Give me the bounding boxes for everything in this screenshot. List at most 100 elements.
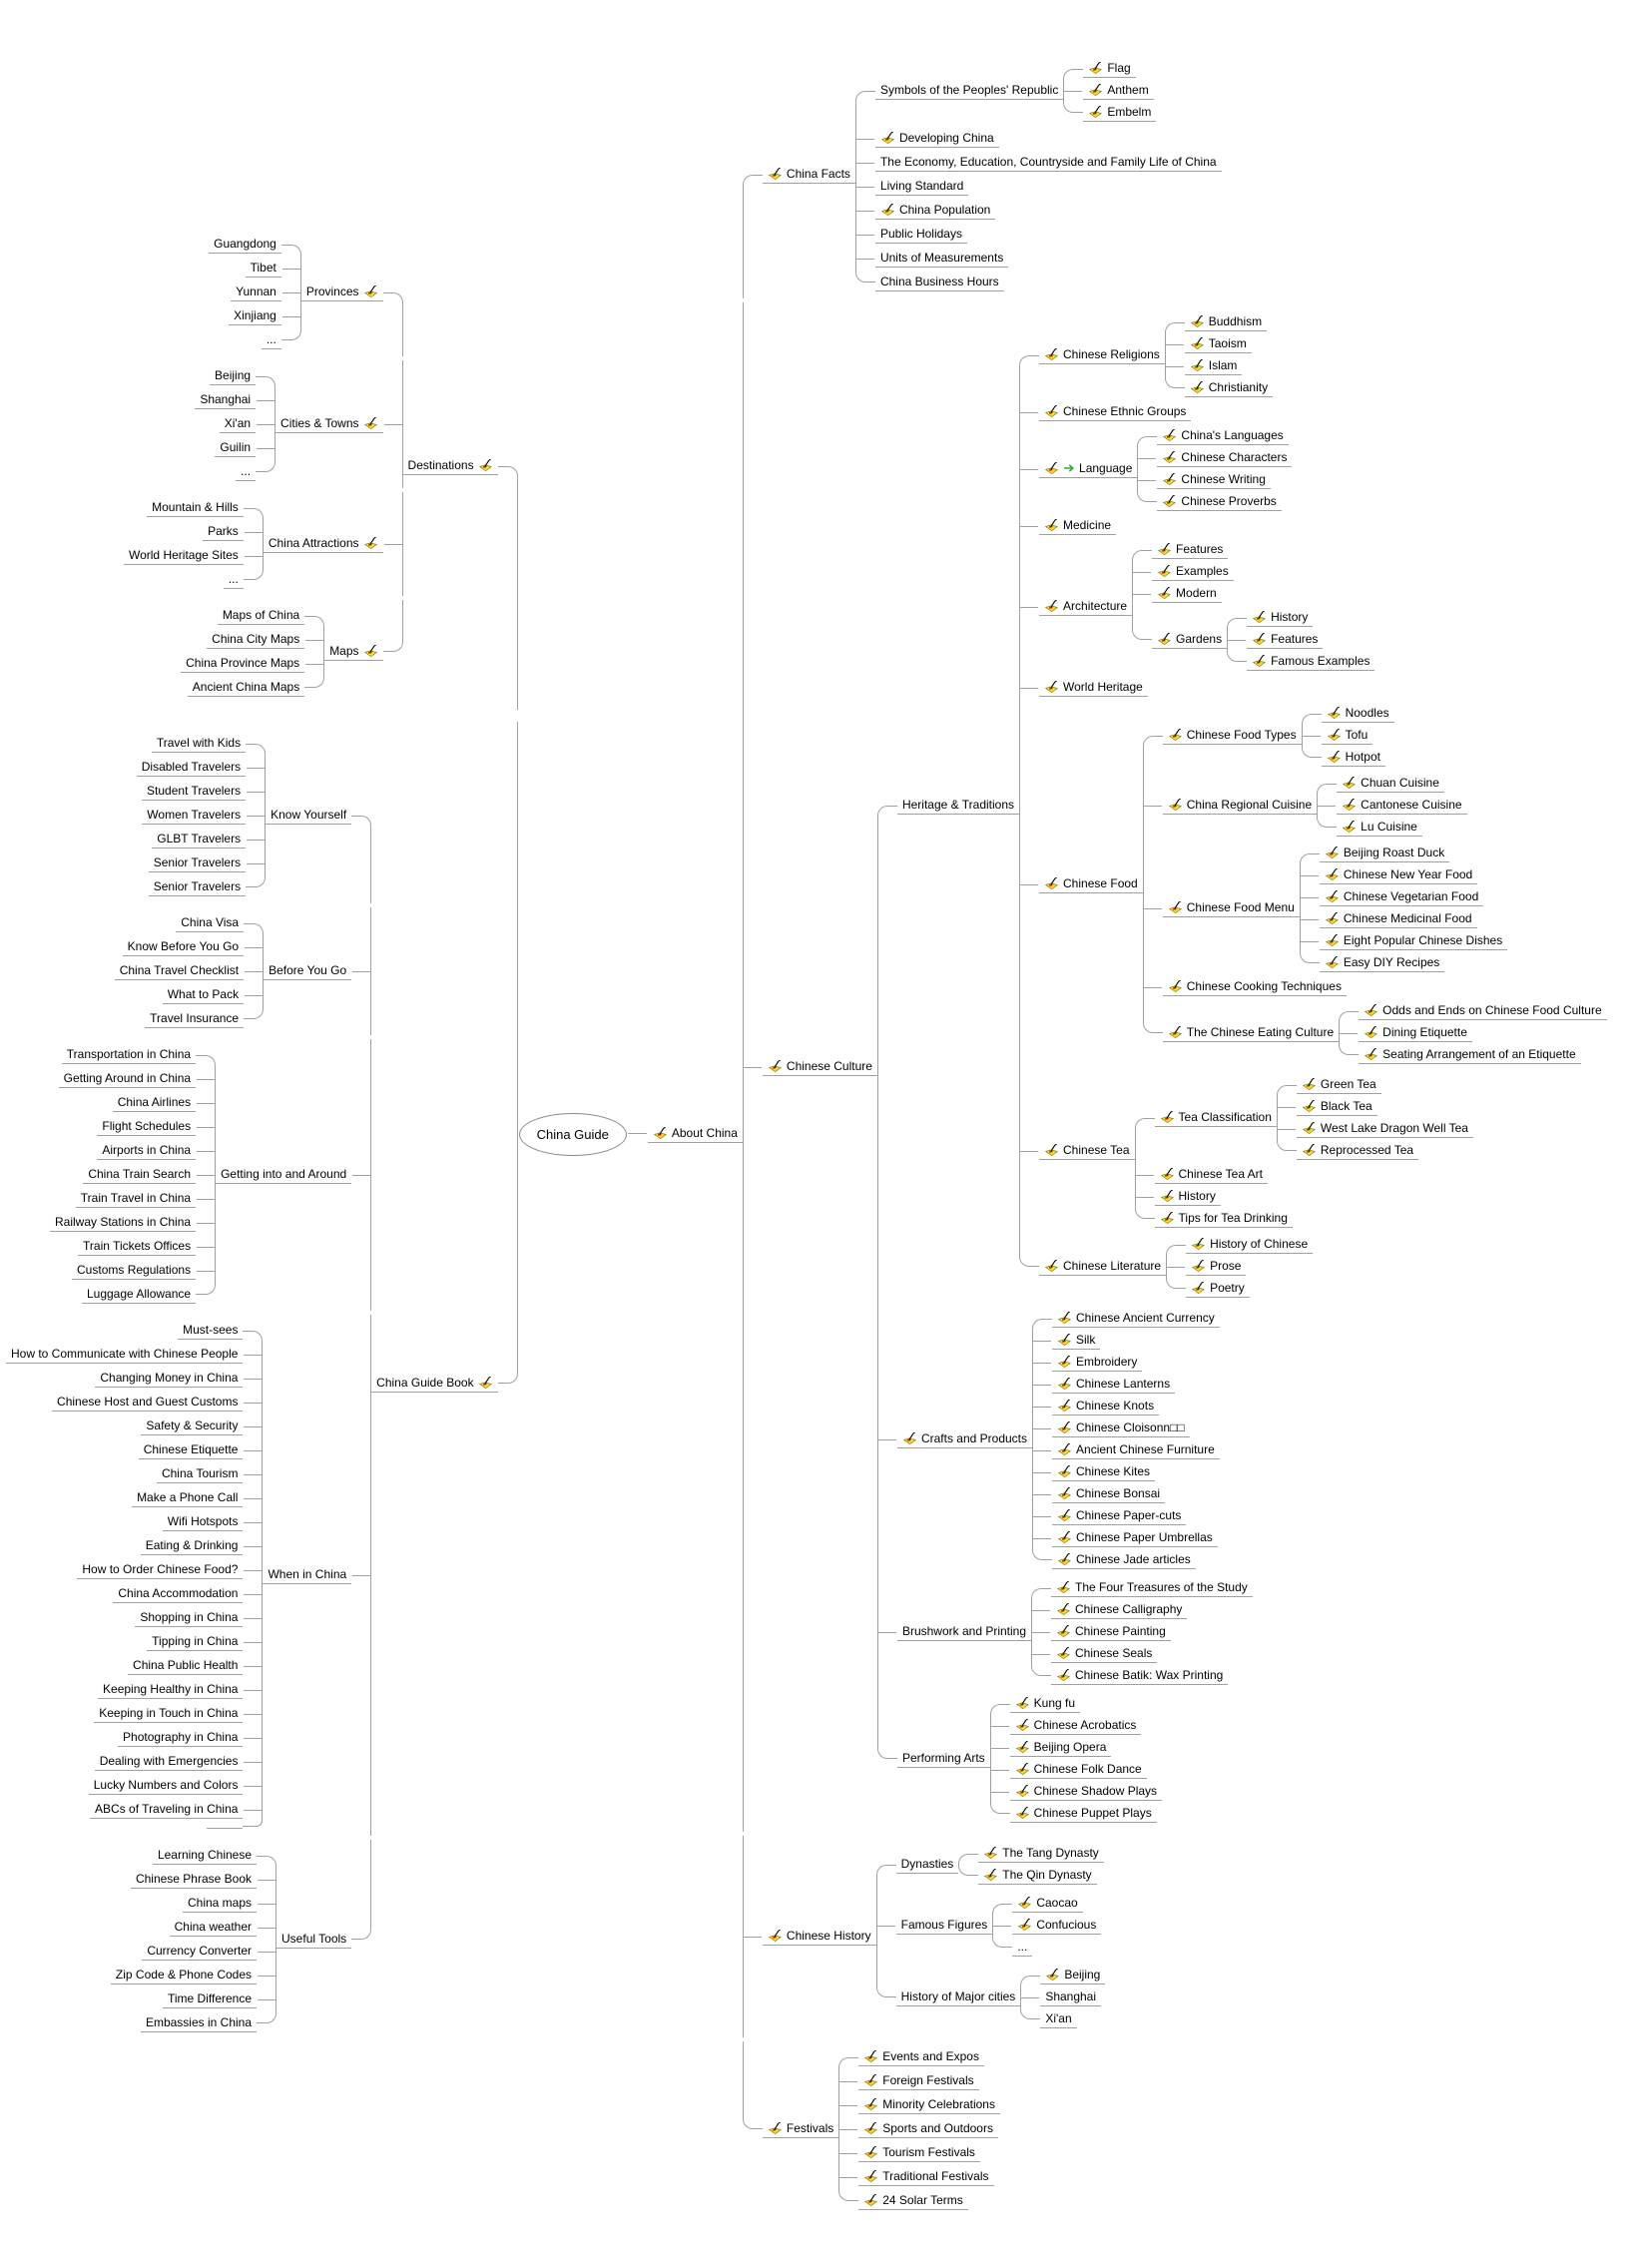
node-chinese-knots[interactable]: Chinese Knots <box>1052 1398 1160 1416</box>
node-chinese-ethnic-groups[interactable]: Chinese Ethnic Groups <box>1039 403 1192 421</box>
node-tibet[interactable]: Tibet <box>245 260 281 278</box>
node-chinese-host-and-guest-customs[interactable]: Chinese Host and Guest Customs <box>52 1394 244 1412</box>
node-chinese-kites[interactable]: Chinese Kites <box>1052 1463 1156 1481</box>
node-railway-stations-in-china[interactable]: Railway Stations in China <box>50 1214 197 1232</box>
node-chinese-vegetarian-food[interactable]: Chinese Vegetarian Food <box>1319 888 1484 906</box>
node-christianity[interactable]: Christianity <box>1184 379 1274 397</box>
node-women-travelers[interactable]: Women Travelers <box>142 807 247 825</box>
node-chinese-history[interactable]: Chinese History <box>762 1928 876 1946</box>
node-china-maps[interactable]: China maps <box>182 1895 258 1913</box>
node-how-to-order-chinese-food[interactable]: How to Order Chinese Food? <box>77 1561 244 1579</box>
node-odds-and-ends-on-chinese-food-culture[interactable]: Odds and Ends on Chinese Food Culture <box>1359 1002 1607 1020</box>
node-chinese-new-year-food[interactable]: Chinese New Year Food <box>1319 866 1478 884</box>
node-currency-converter[interactable]: Currency Converter <box>142 1943 258 1961</box>
node-beijing-opera[interactable]: Beijing Opera <box>1009 1739 1112 1757</box>
node-modern[interactable]: Modern <box>1152 585 1222 603</box>
node-islam[interactable]: Islam <box>1184 357 1243 375</box>
node-shopping-in-china[interactable]: Shopping in China <box>135 1609 244 1627</box>
node-dining-etiquette[interactable]: Dining Etiquette <box>1359 1024 1472 1042</box>
node-gardens[interactable]: Gardens <box>1152 631 1228 649</box>
node-china-visa[interactable]: China Visa <box>176 914 245 932</box>
node-flight-schedules[interactable]: Flight Schedules <box>97 1118 197 1136</box>
node-chinese-paper-cuts[interactable]: Chinese Paper-cuts <box>1052 1507 1187 1525</box>
node-china-guide-book[interactable]: China Guide Book <box>371 1375 498 1393</box>
node-tea-classification[interactable]: Tea Classification <box>1154 1109 1277 1127</box>
node-chinese-food[interactable]: Chinese Food <box>1039 875 1143 893</box>
node-easy-diy-recipes[interactable]: Easy DIY Recipes <box>1319 954 1445 972</box>
node-tips-for-tea-drinking[interactable]: Tips for Tea Drinking <box>1154 1210 1293 1228</box>
node-traditional-festivals[interactable]: Traditional Festivals <box>858 2168 994 2186</box>
node-getting-around-in-china[interactable]: Getting Around in China <box>58 1070 197 1088</box>
node-getting-into-and-around[interactable]: Getting into and Around <box>216 1166 352 1184</box>
node-chinese-tea[interactable]: Chinese Tea <box>1039 1142 1135 1160</box>
node-beijing[interactable]: Beijing <box>210 367 257 385</box>
node-zip-code-phone-codes[interactable]: Zip Code & Phone Codes <box>110 1967 258 1984</box>
node-china-attractions[interactable]: China Attractions <box>263 535 383 553</box>
node-eating-drinking[interactable]: Eating & Drinking <box>140 1537 244 1555</box>
node-yunnan[interactable]: Yunnan <box>231 284 281 301</box>
node-chinese-cloisonn[interactable]: Chinese Cloisonn□□ <box>1052 1419 1190 1437</box>
node-abcs-of-traveling-in-china[interactable]: ABCs of Traveling in China <box>90 1801 244 1819</box>
node-medicine[interactable]: Medicine <box>1039 517 1117 535</box>
node-chinese-food-menu[interactable]: Chinese Food Menu <box>1162 899 1300 917</box>
node-lu-cuisine[interactable]: Lu Cuisine <box>1337 819 1422 837</box>
node-photography-in-china[interactable]: Photography in China <box>118 1729 244 1747</box>
node-developing-china[interactable]: Developing China <box>874 130 999 148</box>
node-chinese-ancient-currency[interactable]: Chinese Ancient Currency <box>1052 1310 1220 1328</box>
node-chinese-jade-articles[interactable]: Chinese Jade articles <box>1052 1551 1196 1569</box>
node-transportation-in-china[interactable]: Transportation in China <box>61 1046 197 1064</box>
node-chuan-cuisine[interactable]: Chuan Cuisine <box>1337 775 1444 793</box>
node-features[interactable]: Features <box>1152 541 1229 559</box>
node-language[interactable]: Language <box>1039 460 1138 478</box>
node-useful-tools[interactable]: Useful Tools <box>276 1931 352 1949</box>
node-china-province-maps[interactable]: China Province Maps <box>181 655 305 673</box>
node-caocao[interactable]: Caocao <box>1012 1895 1083 1913</box>
node-chinese-bonsai[interactable]: Chinese Bonsai <box>1052 1485 1166 1503</box>
node-china-tourism[interactable]: China Tourism <box>156 1465 244 1483</box>
node-know-before-you-go[interactable]: Know Before You Go <box>122 938 245 956</box>
node-embroidery[interactable]: Embroidery <box>1052 1354 1143 1372</box>
node-crafts-and-products[interactable]: Crafts and Products <box>896 1430 1033 1448</box>
node-taoism[interactable]: Taoism <box>1184 335 1252 353</box>
node-china-guide[interactable]: China Guide <box>518 1112 627 1156</box>
node-when-in-china[interactable]: When in China <box>263 1566 352 1584</box>
node-china-train-search[interactable]: China Train Search <box>83 1166 197 1184</box>
node-senior-travelers[interactable]: Senior Travelers <box>148 854 247 872</box>
node-china-public-health[interactable]: China Public Health <box>128 1657 244 1675</box>
node-living-standard[interactable]: Living Standard <box>874 178 969 196</box>
node-train-travel-in-china[interactable]: Train Travel in China <box>75 1190 197 1208</box>
node-chinese-paper-umbrellas[interactable]: Chinese Paper Umbrellas <box>1052 1529 1218 1547</box>
node-train-tickets-offices[interactable]: Train Tickets Offices <box>78 1238 197 1256</box>
node-xi-an[interactable]: Xi'an <box>1040 2010 1077 2028</box>
node-lucky-numbers-and-colors[interactable]: Lucky Numbers and Colors <box>88 1777 244 1795</box>
node-festivals[interactable]: Festivals <box>762 2120 839 2138</box>
node-dealing-with-emergencies[interactable]: Dealing with Emergencies <box>94 1753 244 1771</box>
node-history-of-chinese[interactable]: History of Chinese <box>1186 1236 1314 1254</box>
node-flag[interactable]: Flag <box>1083 60 1136 78</box>
node-buddhism[interactable]: Buddhism <box>1184 313 1268 331</box>
node-noodles[interactable]: Noodles <box>1321 705 1394 723</box>
node-the-four-treasures-of-the-study[interactable]: The Four Treasures of the Study <box>1051 1579 1253 1597</box>
node-eight-popular-chinese-dishes[interactable]: Eight Popular Chinese Dishes <box>1319 932 1508 950</box>
node-chinese-acrobatics[interactable]: Chinese Acrobatics <box>1009 1717 1142 1735</box>
node-shanghai[interactable]: Shanghai <box>1040 1988 1102 2006</box>
node-provinces[interactable]: Provinces <box>300 284 383 301</box>
node-chinese-shadow-plays[interactable]: Chinese Shadow Plays <box>1009 1783 1163 1801</box>
node-poetry[interactable]: Poetry <box>1186 1280 1250 1298</box>
node-keeping-healthy-in-china[interactable]: Keeping Healthy in China <box>98 1681 244 1699</box>
node-sports-and-outdoors[interactable]: Sports and Outdoors <box>858 2120 998 2138</box>
node-maps[interactable]: Maps <box>324 643 383 661</box>
node-chinese-puppet-plays[interactable]: Chinese Puppet Plays <box>1009 1805 1157 1823</box>
node-chinese-phrase-book[interactable]: Chinese Phrase Book <box>130 1871 258 1889</box>
node-seating-arrangement-of-an-etiquette[interactable]: Seating Arrangement of an Etiquette <box>1359 1046 1581 1064</box>
node-china-s-languages[interactable]: China's Languages <box>1157 427 1289 445</box>
node-xinjiang[interactable]: Xinjiang <box>229 307 281 325</box>
node-chinese-batik-wax-printing[interactable]: Chinese Batik: Wax Printing <box>1051 1667 1229 1685</box>
node-performing-arts[interactable]: Performing Arts <box>896 1750 990 1768</box>
node-travel-insurance[interactable]: Travel Insurance <box>145 1010 245 1028</box>
node-destinations[interactable]: Destinations <box>402 457 498 475</box>
node-chinese-characters[interactable]: Chinese Characters <box>1157 449 1293 467</box>
node-about-china[interactable]: About China <box>647 1125 743 1143</box>
node-the-qin-dynasty[interactable]: The Qin Dynasty <box>978 1867 1097 1885</box>
node-cantonese-cuisine[interactable]: Cantonese Cuisine <box>1337 797 1467 815</box>
